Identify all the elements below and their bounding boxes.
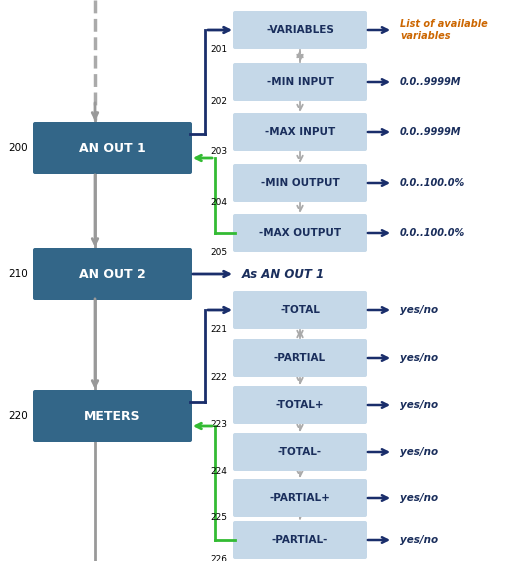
Text: yes/no: yes/no xyxy=(400,535,438,545)
Text: -MAX INPUT: -MAX INPUT xyxy=(265,127,335,137)
FancyBboxPatch shape xyxy=(233,433,367,471)
Text: As AN OUT 1: As AN OUT 1 xyxy=(242,268,325,280)
FancyBboxPatch shape xyxy=(233,11,367,49)
Text: AN OUT 2: AN OUT 2 xyxy=(79,268,146,280)
Text: -TOTAL-: -TOTAL- xyxy=(278,447,322,457)
FancyBboxPatch shape xyxy=(233,214,367,252)
Text: AN OUT 1: AN OUT 1 xyxy=(79,141,146,154)
FancyBboxPatch shape xyxy=(233,113,367,151)
Text: 0.0..9999M: 0.0..9999M xyxy=(400,127,461,137)
Text: 200: 200 xyxy=(8,143,28,153)
FancyBboxPatch shape xyxy=(233,339,367,377)
Text: 226: 226 xyxy=(210,555,227,561)
Text: yes/no: yes/no xyxy=(400,493,438,503)
Text: -MIN OUTPUT: -MIN OUTPUT xyxy=(261,178,340,188)
Text: yes/no: yes/no xyxy=(400,305,438,315)
Text: 0.0..100.0%: 0.0..100.0% xyxy=(400,228,465,238)
Text: yes/no: yes/no xyxy=(400,447,438,457)
Text: 202: 202 xyxy=(210,97,227,106)
Text: 203: 203 xyxy=(210,147,227,156)
Text: 204: 204 xyxy=(210,198,227,207)
Text: 201: 201 xyxy=(210,45,227,54)
Text: -PARTIAL: -PARTIAL xyxy=(274,353,326,363)
Text: -PARTIAL-: -PARTIAL- xyxy=(272,535,328,545)
FancyBboxPatch shape xyxy=(233,291,367,329)
Text: 225: 225 xyxy=(210,513,227,522)
Text: -VARIABLES: -VARIABLES xyxy=(266,25,334,35)
Text: 224: 224 xyxy=(210,467,227,476)
Text: -MAX OUTPUT: -MAX OUTPUT xyxy=(259,228,341,238)
FancyBboxPatch shape xyxy=(33,390,192,442)
Text: yes/no: yes/no xyxy=(400,353,438,363)
FancyBboxPatch shape xyxy=(233,63,367,101)
Text: 0.0..100.0%: 0.0..100.0% xyxy=(400,178,465,188)
Text: -PARTIAL+: -PARTIAL+ xyxy=(270,493,331,503)
FancyBboxPatch shape xyxy=(33,122,192,174)
Text: yes/no: yes/no xyxy=(400,400,438,410)
Text: 210: 210 xyxy=(8,269,28,279)
FancyBboxPatch shape xyxy=(233,164,367,202)
FancyBboxPatch shape xyxy=(233,386,367,424)
Text: -MIN INPUT: -MIN INPUT xyxy=(267,77,333,87)
Text: METERS: METERS xyxy=(84,410,141,422)
Text: 222: 222 xyxy=(210,373,227,382)
Text: 220: 220 xyxy=(8,411,28,421)
Text: List of available
variables: List of available variables xyxy=(400,19,488,41)
Text: 205: 205 xyxy=(210,248,227,257)
Text: 223: 223 xyxy=(210,420,227,429)
FancyBboxPatch shape xyxy=(233,479,367,517)
FancyBboxPatch shape xyxy=(233,521,367,559)
Text: 221: 221 xyxy=(210,325,227,334)
Text: -TOTAL: -TOTAL xyxy=(280,305,320,315)
Text: 0.0..9999M: 0.0..9999M xyxy=(400,77,461,87)
Text: -TOTAL+: -TOTAL+ xyxy=(276,400,324,410)
FancyBboxPatch shape xyxy=(33,248,192,300)
